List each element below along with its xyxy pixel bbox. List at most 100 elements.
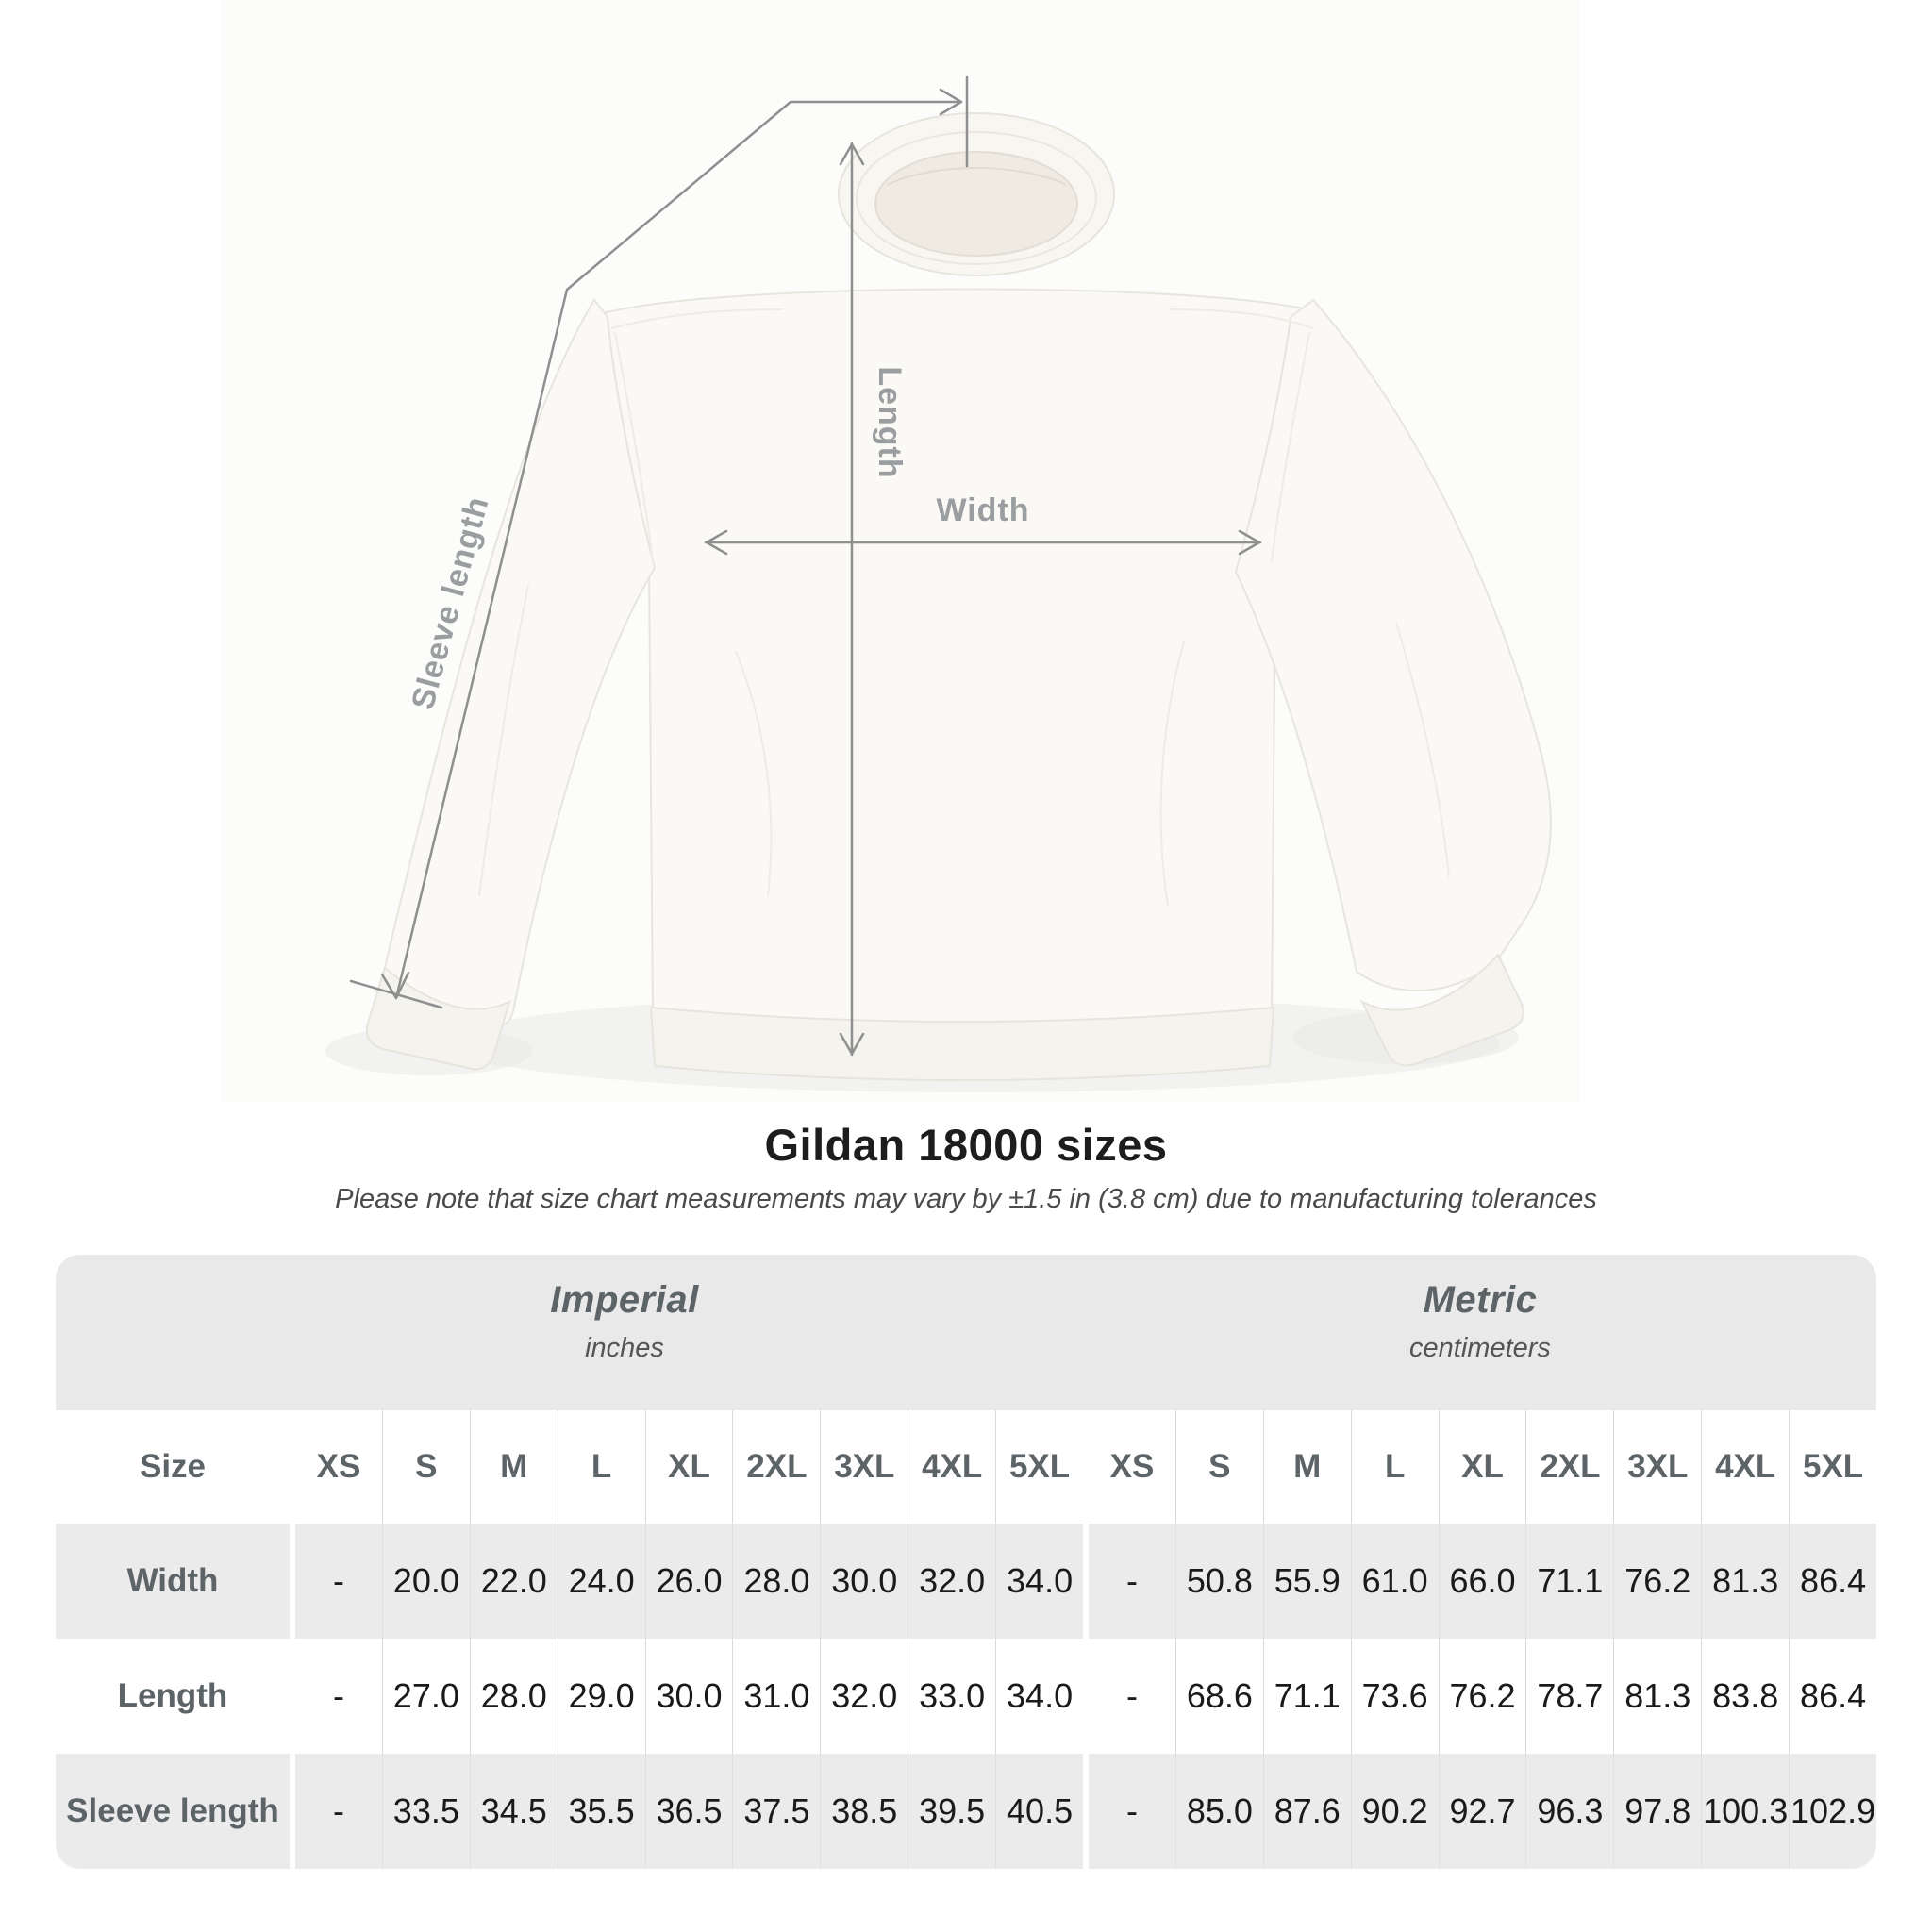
- sleeve-length-dimension-line: [349, 75, 969, 1009]
- value-cell: 87.6: [1262, 1754, 1351, 1869]
- sleeve-arrow-bottom: [380, 971, 410, 1000]
- imperial-group-header: Imperial inches: [56, 1279, 1080, 1364]
- value-cell: 92.7: [1438, 1754, 1526, 1869]
- length-arrow-bottom: [839, 1032, 865, 1056]
- value-cell: 73.6: [1350, 1639, 1439, 1754]
- value-cell: 81.3: [1701, 1524, 1790, 1639]
- column-gap: [290, 1410, 295, 1524]
- measurement-label: Length: [117, 1677, 228, 1714]
- value-cell: 85.0: [1174, 1754, 1263, 1869]
- value-cell: 97.8: [1613, 1754, 1702, 1869]
- size-header-cell: 2XL: [1525, 1410, 1613, 1524]
- metric-unit: centimeters: [1409, 1333, 1551, 1363]
- right-cuff: [1359, 953, 1524, 1067]
- value-cell: 86.4: [1789, 1639, 1876, 1754]
- value-cell: -: [1125, 1676, 1138, 1715]
- page: Length Width Sleeve length Gildan 18000 …: [56, 75, 1876, 1869]
- table-row: Sleeve length -33.5 34.5 35.5 36.5 37.5 38.5 39…: [56, 1754, 1876, 1869]
- table-row: Width -20.0 22.0 24.0 26.0 28.0 30.0 32.0 34.0-5…: [56, 1524, 1876, 1639]
- value-cell: 29.0: [557, 1639, 645, 1754]
- value-cell: 61.0: [1350, 1524, 1439, 1639]
- value-cell: 37.5: [732, 1754, 821, 1869]
- table-header-row: Size XS S M L XL 2XL 3XL 4XL 5XL XS S M L XL 2XL 3XL 4XL 5…: [56, 1410, 1876, 1524]
- size-header-cell: 2XL: [732, 1410, 820, 1524]
- size-header-cell: XL: [644, 1410, 733, 1524]
- collar-seam: [856, 131, 1097, 265]
- value-cell: 33.0: [908, 1639, 995, 1754]
- value-cell: 71.1: [1262, 1639, 1351, 1754]
- column-gap: [1083, 1410, 1090, 1524]
- sweatshirt-diagram: Length Width Sleeve length: [325, 75, 1552, 1092]
- cuff-reference-tick: [349, 979, 443, 1009]
- value-cell: 68.6: [1174, 1639, 1263, 1754]
- value-cell: -: [332, 1676, 344, 1715]
- value-cell: 76.2: [1613, 1524, 1702, 1639]
- value-cell: 34.0: [995, 1639, 1083, 1754]
- metric-label: Metric: [1423, 1279, 1538, 1321]
- size-column-header: Size: [139, 1448, 207, 1485]
- value-cell: -: [1089, 1754, 1175, 1869]
- value-cell: 38.5: [820, 1754, 908, 1869]
- value-cell: 78.7: [1525, 1639, 1613, 1754]
- size-header-cell: S: [1174, 1410, 1263, 1524]
- product-photo: Length Width Sleeve length: [325, 75, 1552, 1092]
- page-title: Gildan 18000 sizes: [764, 1120, 1168, 1170]
- size-header-cell: XS: [316, 1448, 361, 1485]
- value-cell: 27.0: [381, 1639, 470, 1754]
- value-cell: 28.0: [469, 1639, 558, 1754]
- column-gap: [290, 1754, 295, 1869]
- value-cell: 26.0: [644, 1524, 733, 1639]
- value-cell: -: [295, 1754, 382, 1869]
- value-cell: 34.0: [995, 1524, 1084, 1639]
- value-cell: 30.0: [644, 1639, 733, 1754]
- size-header-cell: 5XL: [1789, 1410, 1876, 1524]
- tolerance-note: Please note that size chart measurements…: [335, 1184, 1597, 1214]
- value-cell: 31.0: [732, 1639, 820, 1754]
- value-cell: -: [1089, 1524, 1175, 1639]
- sleeve-arrow-top: [939, 88, 963, 116]
- size-grid: Size XS S M L XL 2XL 3XL 4XL 5XL XS S M L XL 2XL 3XL 4XL 5…: [56, 1410, 1876, 1869]
- value-cell: 55.9: [1262, 1524, 1351, 1639]
- value-cell: 102.9: [1789, 1754, 1876, 1869]
- column-gap: [290, 1524, 295, 1639]
- unit-group-header: Imperial inches Metric centimeters: [56, 1255, 1876, 1410]
- size-header-cell: 3XL: [1613, 1410, 1701, 1524]
- size-header-cell: 4XL: [908, 1410, 995, 1524]
- value-cell: 24.0: [557, 1524, 645, 1639]
- table-row: Length -27.0 28.0 29.0 30.0 31.0 32.0 33.0 34.0-…: [56, 1639, 1876, 1754]
- value-cell: 86.4: [1789, 1524, 1876, 1639]
- metric-group-header: Metric centimeters: [1086, 1279, 1874, 1364]
- value-cell: 30.0: [820, 1524, 908, 1639]
- width-arrow-right: [1238, 529, 1261, 556]
- column-gap: [1083, 1754, 1090, 1869]
- size-header-cell: XS: [1109, 1448, 1155, 1485]
- value-cell: 76.2: [1438, 1639, 1526, 1754]
- value-cell: 36.5: [644, 1754, 733, 1869]
- imperial-label: Imperial: [550, 1279, 699, 1321]
- value-cell: 39.5: [908, 1754, 996, 1869]
- size-header-cell: S: [381, 1410, 470, 1524]
- value-cell: 22.0: [469, 1524, 558, 1639]
- length-dimension-label: Length: [872, 366, 908, 478]
- value-cell: 32.0: [820, 1639, 908, 1754]
- imperial-unit: inches: [585, 1333, 664, 1363]
- measurement-label: Width: [56, 1524, 290, 1639]
- size-header-cell: 3XL: [820, 1410, 908, 1524]
- value-cell: 40.5: [995, 1754, 1084, 1869]
- length-arrow-top: [839, 142, 865, 166]
- seam-and-fold-lines: [478, 167, 1450, 907]
- width-dimension-line: [704, 529, 1262, 556]
- length-dimension-line: [839, 142, 865, 1057]
- size-header-cell: L: [1350, 1410, 1439, 1524]
- left-cuff: [365, 966, 511, 1071]
- value-cell: 50.8: [1174, 1524, 1263, 1639]
- size-header-cell: 4XL: [1701, 1410, 1789, 1524]
- size-header-cell: M: [469, 1410, 558, 1524]
- right-sleeve: [1234, 298, 1552, 991]
- value-cell: 96.3: [1525, 1754, 1614, 1869]
- value-cell: 32.0: [908, 1524, 996, 1639]
- body: [602, 288, 1324, 1027]
- value-cell: 35.5: [557, 1754, 645, 1869]
- value-cell: 83.8: [1701, 1639, 1789, 1754]
- size-header-cell: 5XL: [995, 1410, 1083, 1524]
